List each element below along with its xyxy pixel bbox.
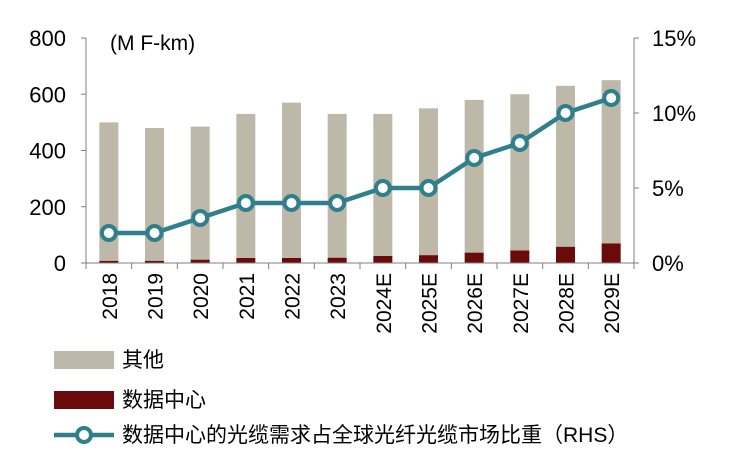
bar-other-2022 <box>282 102 301 258</box>
line-point-2023 <box>328 194 347 212</box>
x-tick-label: 2028E <box>556 273 579 334</box>
bar-datacenter-2020 <box>190 259 210 263</box>
legend-swatch-other <box>54 351 114 369</box>
bar-other-2021 <box>236 113 256 258</box>
line-point-2026E <box>465 149 484 167</box>
bar-datacenter-2026E <box>464 252 484 263</box>
left-tick-label: 400 <box>29 139 66 164</box>
line-path <box>108 95 612 236</box>
x-tick-label: 2021 <box>236 273 259 320</box>
x-tick-label: 2022 <box>282 273 305 320</box>
right-tick-label: 0% <box>652 251 684 276</box>
bar-other-2027E <box>510 94 530 251</box>
line-point-2028E <box>556 104 575 122</box>
bar-other-2026E <box>464 99 484 253</box>
bar-other-2028E <box>556 85 575 247</box>
bar-datacenter-2025E <box>419 255 438 263</box>
x-tick-label: 2026E <box>464 273 487 334</box>
line-point-2021 <box>236 194 255 212</box>
right-tick-label: 5% <box>652 176 684 201</box>
left-tick-label: 0 <box>54 251 66 276</box>
line-point-2022 <box>282 194 301 212</box>
right-tick-label: 15% <box>652 26 696 51</box>
legend-label-datacenter: 数据中心 <box>122 389 206 412</box>
line-point-2025E <box>419 179 438 197</box>
left-tick-label: 200 <box>29 195 66 220</box>
bar-datacenter-2018 <box>99 260 119 263</box>
bar-datacenter-2029E <box>601 243 621 263</box>
x-tick-label: 2023 <box>327 273 350 320</box>
legend-marker-share <box>75 426 93 444</box>
bar-other-2020 <box>190 126 210 260</box>
line-point-2029E <box>602 89 621 107</box>
unit-label: (M F-km) <box>110 32 195 55</box>
x-tick-label: 2020 <box>190 273 213 320</box>
bars-group <box>99 80 621 263</box>
legend-label-other: 其他 <box>122 349 164 372</box>
bar-datacenter-2022 <box>282 257 301 263</box>
line-point-2019 <box>145 224 164 242</box>
bar-datacenter-2023 <box>327 257 347 263</box>
x-tick-label: 2027E <box>510 273 533 334</box>
axes-group: 0 200 400 600 800 0% 5% 10% 15% 2018 2019 2020 2021 2… <box>29 26 696 334</box>
bar-datacenter-2024E <box>373 255 393 263</box>
bar-datacenter-2028E <box>556 246 575 263</box>
line-point-2020 <box>191 209 210 227</box>
bar-datacenter-2027E <box>510 250 530 263</box>
line-point-2024E <box>373 179 392 197</box>
x-tick-label: 2019 <box>145 273 168 320</box>
right-tick-label: 10% <box>652 101 696 126</box>
bar-datacenter-2019 <box>145 260 164 263</box>
bar-other-2029E <box>601 80 621 244</box>
line-point-2027E <box>510 134 529 152</box>
left-tick-label: 600 <box>29 82 66 107</box>
x-tick-label: 2025E <box>419 273 442 334</box>
legend-swatch-datacenter <box>54 391 114 409</box>
bar-other-2023 <box>327 113 347 258</box>
x-tick-label: 2018 <box>99 273 122 320</box>
line-series-group <box>99 89 621 242</box>
x-tick-label: 2029E <box>601 273 624 334</box>
legend-label-share: 数据中心的光缆需求占全球光纤光缆市场比重（RHS） <box>122 424 628 447</box>
x-tick-label: 2024E <box>373 273 396 334</box>
left-tick-label: 800 <box>29 26 66 51</box>
bar-datacenter-2021 <box>236 257 256 263</box>
line-point-2018 <box>99 224 118 242</box>
